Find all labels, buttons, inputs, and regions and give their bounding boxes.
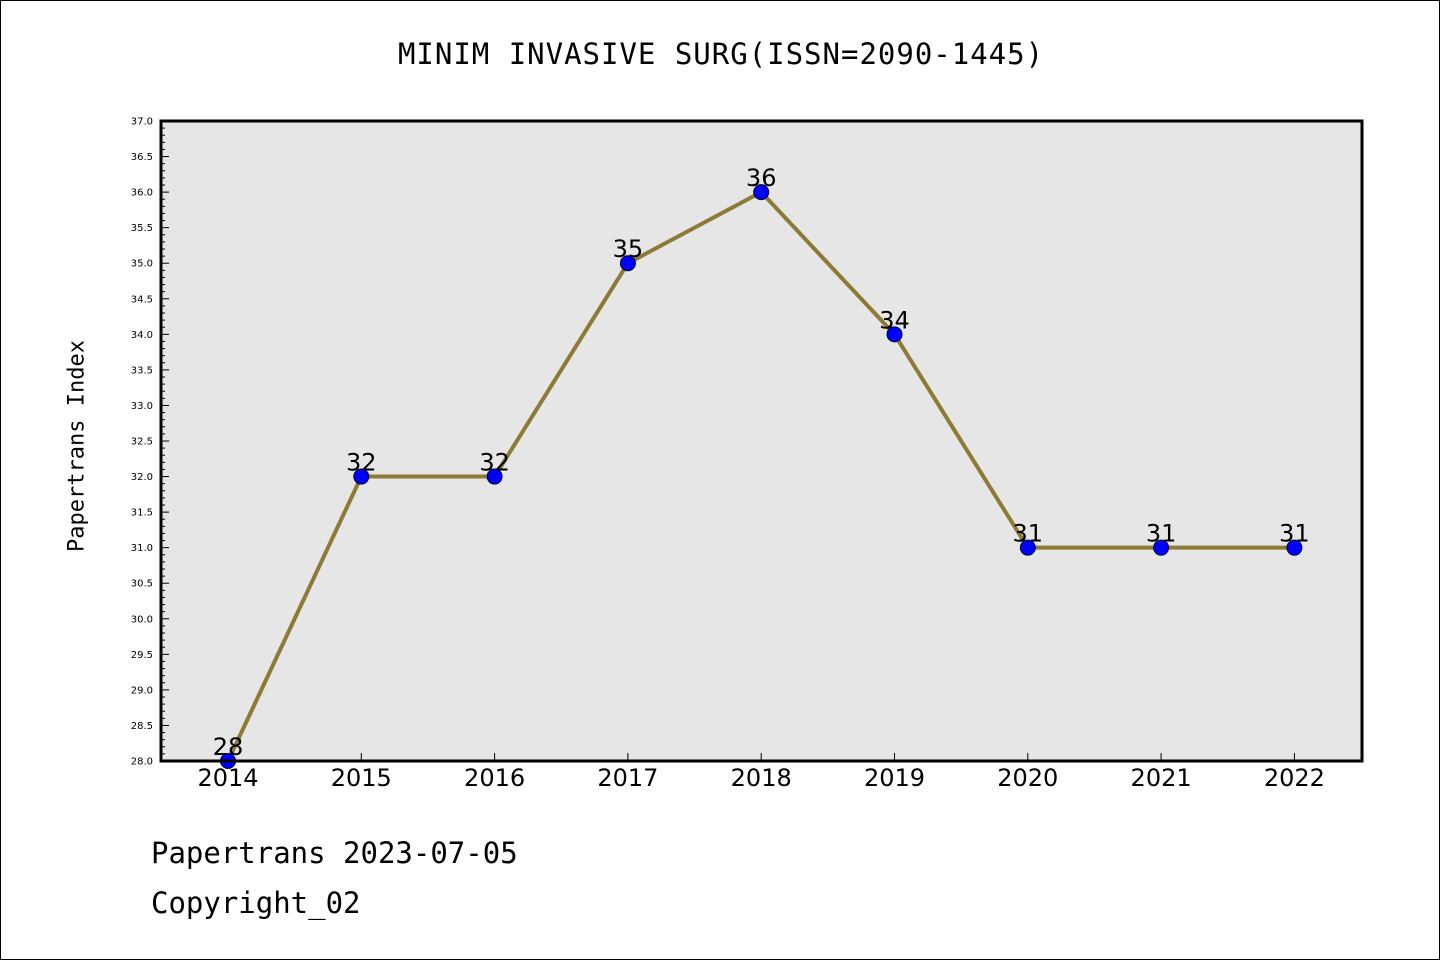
data-label: 32 (346, 449, 377, 477)
y-tick-label: 28.5 (131, 721, 153, 732)
data-point (1153, 539, 1170, 556)
x-tick-label: 2016 (464, 764, 525, 792)
x-tick-label: 2021 (1131, 764, 1192, 792)
y-tick-label: 37.0 (131, 117, 153, 128)
y-tick-label: 34.0 (131, 330, 153, 341)
y-tick-label: 31.5 (131, 508, 153, 519)
y-tick-label: 31.0 (131, 543, 153, 554)
data-point (619, 255, 636, 272)
chart-title: MINIM INVASIVE SURG(ISSN=2090-1445) (397, 37, 1045, 71)
y-tick-label: 30.5 (131, 579, 153, 590)
data-label: 35 (613, 235, 644, 263)
x-tick-label: 2017 (597, 764, 658, 792)
y-tick-label: 30.0 (131, 614, 153, 625)
x-tick-label: 2022 (1264, 764, 1325, 792)
footer-date: Papertrans 2023-07-05 (151, 836, 518, 870)
data-label: 36 (746, 164, 777, 192)
plot-frame (159, 119, 1364, 763)
data-point (353, 468, 370, 485)
data-point (886, 326, 903, 343)
y-tick-label: 34.5 (131, 294, 153, 305)
y-tick-label: 36.0 (131, 188, 153, 199)
data-label: 34 (879, 306, 910, 334)
y-tick-label: 29.0 (131, 685, 153, 696)
data-label: 31 (1146, 520, 1177, 548)
x-tick-label: 2015 (331, 764, 392, 792)
plot-background (161, 121, 1362, 761)
data-label: 28 (213, 733, 244, 761)
x-tick-label: 2018 (731, 764, 792, 792)
y-tick-label: 32.0 (131, 472, 153, 483)
x-tick-label: 2020 (997, 764, 1058, 792)
y-tick-label: 29.5 (131, 650, 153, 661)
y-tick-label: 35.0 (131, 259, 153, 270)
y-tick-label: 33.5 (131, 365, 153, 376)
y-tick-label: 28.0 (131, 757, 153, 768)
data-point (1019, 539, 1036, 556)
x-tick-label: 2019 (864, 764, 925, 792)
y-tick-label: 35.5 (131, 223, 153, 234)
data-point (486, 468, 503, 485)
data-point (1286, 539, 1303, 556)
footer-copyright: Copyright_02 (151, 886, 361, 920)
data-label: 31 (1279, 520, 1310, 548)
y-tick-label: 32.5 (131, 437, 153, 448)
data-label: 32 (479, 449, 510, 477)
data-point (753, 184, 770, 201)
y-tick-label: 33.0 (131, 401, 153, 412)
y-tick-label: 36.5 (131, 152, 153, 163)
data-label: 31 (1013, 520, 1044, 548)
